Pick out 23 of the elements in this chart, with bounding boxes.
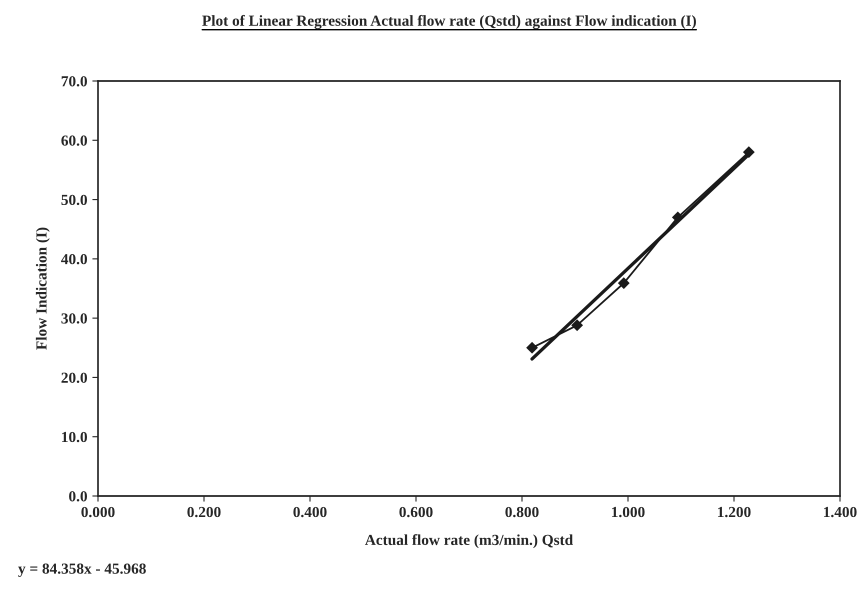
point [526, 342, 538, 354]
y-tick-label: 0.0 [69, 491, 87, 502]
x-tick-label: 1.000 [612, 506, 645, 518]
x-tick-label: 0.800 [505, 506, 539, 518]
x-tick-label: 1.400 [824, 506, 857, 518]
y-axis-title: Flow Indication (I) [36, 228, 50, 350]
x-tick-label: 1.200 [718, 506, 751, 518]
y-tick-label: 10.0 [62, 432, 87, 442]
x-tick-label: 0.400 [293, 506, 327, 518]
x-tick-label: 0.200 [187, 506, 221, 518]
y-tick-label: 40.0 [61, 254, 87, 264]
y-tick-label: 70.0 [62, 76, 87, 87]
point [572, 320, 583, 331]
y-tick-label: 50.0 [61, 194, 87, 206]
x-tick-label: 0.000 [81, 506, 115, 518]
x-tick-label: 0.600 [399, 506, 433, 518]
y-tick-label: 20.0 [61, 372, 87, 383]
x-axis-title: Actual flow rate (m3/min.) Qstd [364, 534, 573, 548]
y-tick-label: 60.0 [61, 135, 87, 146]
y-tick-label: 30.0 [61, 313, 87, 324]
point [618, 278, 630, 289]
text: y = 84.358x - 45.968 [18, 563, 146, 577]
chart-title: Plot of Linear Regression Actual flow rate (Qstd) against Flow indication (I) [202, 14, 696, 30]
